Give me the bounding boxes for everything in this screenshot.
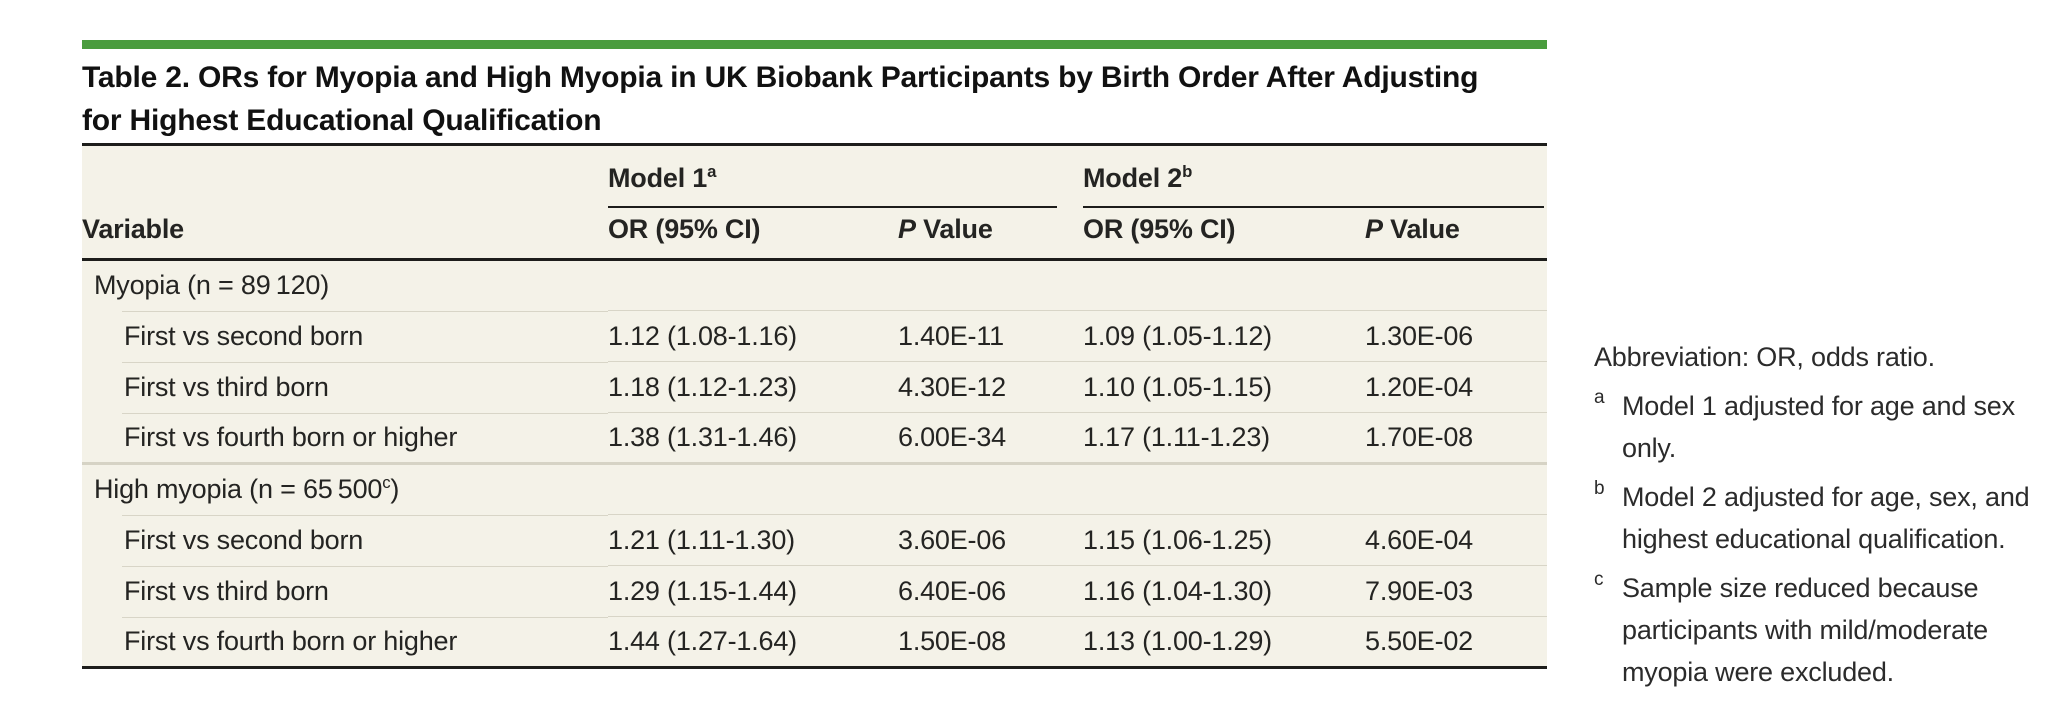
or-ci-header-model1: OR (95% CI) (608, 208, 898, 261)
p-model2-cell: 5.50E-02 (1365, 616, 1548, 668)
p-model1-cell: 1.40E-11 (898, 310, 1084, 362)
or-model2-cell: 1.10 (1.05-1.15) (1083, 361, 1366, 413)
model1-footnote-marker: a (707, 162, 717, 181)
footnotes-block: Abbreviation: OR, odds ratio. a Model 1 a… (1594, 336, 2048, 700)
table-row: First vs second born 1.12 (1.08-1.16) 1.… (82, 310, 1548, 362)
accent-bar (82, 40, 1547, 49)
table-title-line2: for Highest Educational Qualification (82, 104, 602, 137)
p-model2-cell: 1.30E-06 (1365, 310, 1548, 362)
or-model1-cell: 1.38 (1.31-1.46) (608, 412, 898, 464)
or-ci-header-model2: OR (95% CI) (1083, 208, 1366, 261)
column-header-row: Variable OR (95% CI) P Value OR (95% CI)… (82, 208, 1548, 261)
row-label: First vs third born (82, 361, 608, 413)
section-label-myopia: Myopia (n = 89 120) (94, 270, 329, 300)
model-group-row: Model 1a Model 2b (82, 145, 1547, 209)
or-model2-cell: 1.16 (1.04-1.30) (1083, 565, 1366, 617)
p-model1-cell: 3.60E-06 (898, 514, 1084, 566)
p-model1-cell: 1.50E-08 (898, 616, 1084, 668)
table-row: First vs third born 1.18 (1.12-1.23) 4.3… (82, 361, 1548, 413)
row-label: First vs third born (82, 565, 608, 617)
model1-group-header: Model 1a (608, 145, 1083, 208)
model2-footnote-marker: b (1182, 162, 1193, 181)
variable-column-header: Variable (82, 208, 608, 261)
table-row: First vs fourth born or higher 1.44 (1.2… (82, 616, 1548, 668)
footnote-c: c Sample size reduced because participant… (1594, 569, 1988, 687)
or-model1-cell: 1.29 (1.15-1.44) (608, 565, 898, 617)
row-label: First vs fourth born or higher (82, 412, 608, 464)
p-value-header-model1: P Value (898, 208, 1084, 261)
footnote-a: a Model 1 adjusted for age and sex only. (1594, 387, 2015, 463)
model1-label: Model 1 (608, 163, 708, 193)
or-model1-cell: 1.21 (1.11-1.30) (608, 514, 898, 566)
p-model2-cell: 4.60E-04 (1365, 514, 1548, 566)
or-model2-cell: 1.17 (1.11-1.23) (1083, 412, 1366, 464)
p-model2-cell: 7.90E-03 (1365, 565, 1548, 617)
table-title-line1: Table 2. ORs for Myopia and High Myopia … (82, 61, 1479, 94)
table-row: First vs second born 1.21 (1.11-1.30) 3.… (82, 514, 1548, 566)
section-row-myopia: Myopia (n = 89 120) (82, 260, 1547, 311)
table-row: First vs fourth born or higher 1.38 (1.3… (82, 412, 1548, 464)
p-value-header-model2: P Value (1365, 208, 1548, 261)
row-label: First vs second born (82, 514, 608, 566)
table-container: Model 1a Model 2b Variable OR (95% CI) P… (82, 143, 1548, 669)
p-model1-cell: 6.40E-06 (898, 565, 1084, 617)
or-model1-cell: 1.18 (1.12-1.23) (608, 361, 898, 413)
abbreviation-note: Abbreviation: OR, odds ratio. (1594, 342, 1935, 372)
section-label-high-myopia: High myopia (n = 65 500c) (82, 462, 1548, 515)
row-label: First vs fourth born or higher (82, 616, 608, 668)
model2-label: Model 2 (1083, 163, 1183, 193)
or-model1-cell: 1.12 (1.08-1.16) (608, 310, 898, 362)
model2-group-header: Model 2b (1083, 145, 1547, 208)
p-model1-cell: 4.30E-12 (898, 361, 1084, 413)
or-model2-cell: 1.09 (1.05-1.12) (1083, 310, 1366, 362)
p-model2-cell: 1.20E-04 (1365, 361, 1548, 413)
section-row-high-myopia: High myopia (n = 65 500c) (82, 462, 1548, 515)
footnote-b: b Model 2 adjusted for age, sex, and high… (1594, 478, 2030, 554)
row-label: First vs second born (82, 310, 608, 362)
table-row: First vs third born 1.29 (1.15-1.44) 6.4… (82, 565, 1548, 617)
empty-header-cell (82, 145, 608, 209)
p-model1-cell: 6.00E-34 (898, 412, 1084, 464)
or-model2-cell: 1.13 (1.00-1.29) (1083, 616, 1366, 668)
or-model1-cell: 1.44 (1.27-1.64) (608, 616, 898, 668)
table-title: Table 2. ORs for Myopia and High Myopia … (82, 56, 1542, 142)
or-model2-cell: 1.15 (1.06-1.25) (1083, 514, 1366, 566)
p-model2-cell: 1.70E-08 (1365, 412, 1548, 464)
results-table: Model 1a Model 2b Variable OR (95% CI) P… (82, 143, 1548, 669)
